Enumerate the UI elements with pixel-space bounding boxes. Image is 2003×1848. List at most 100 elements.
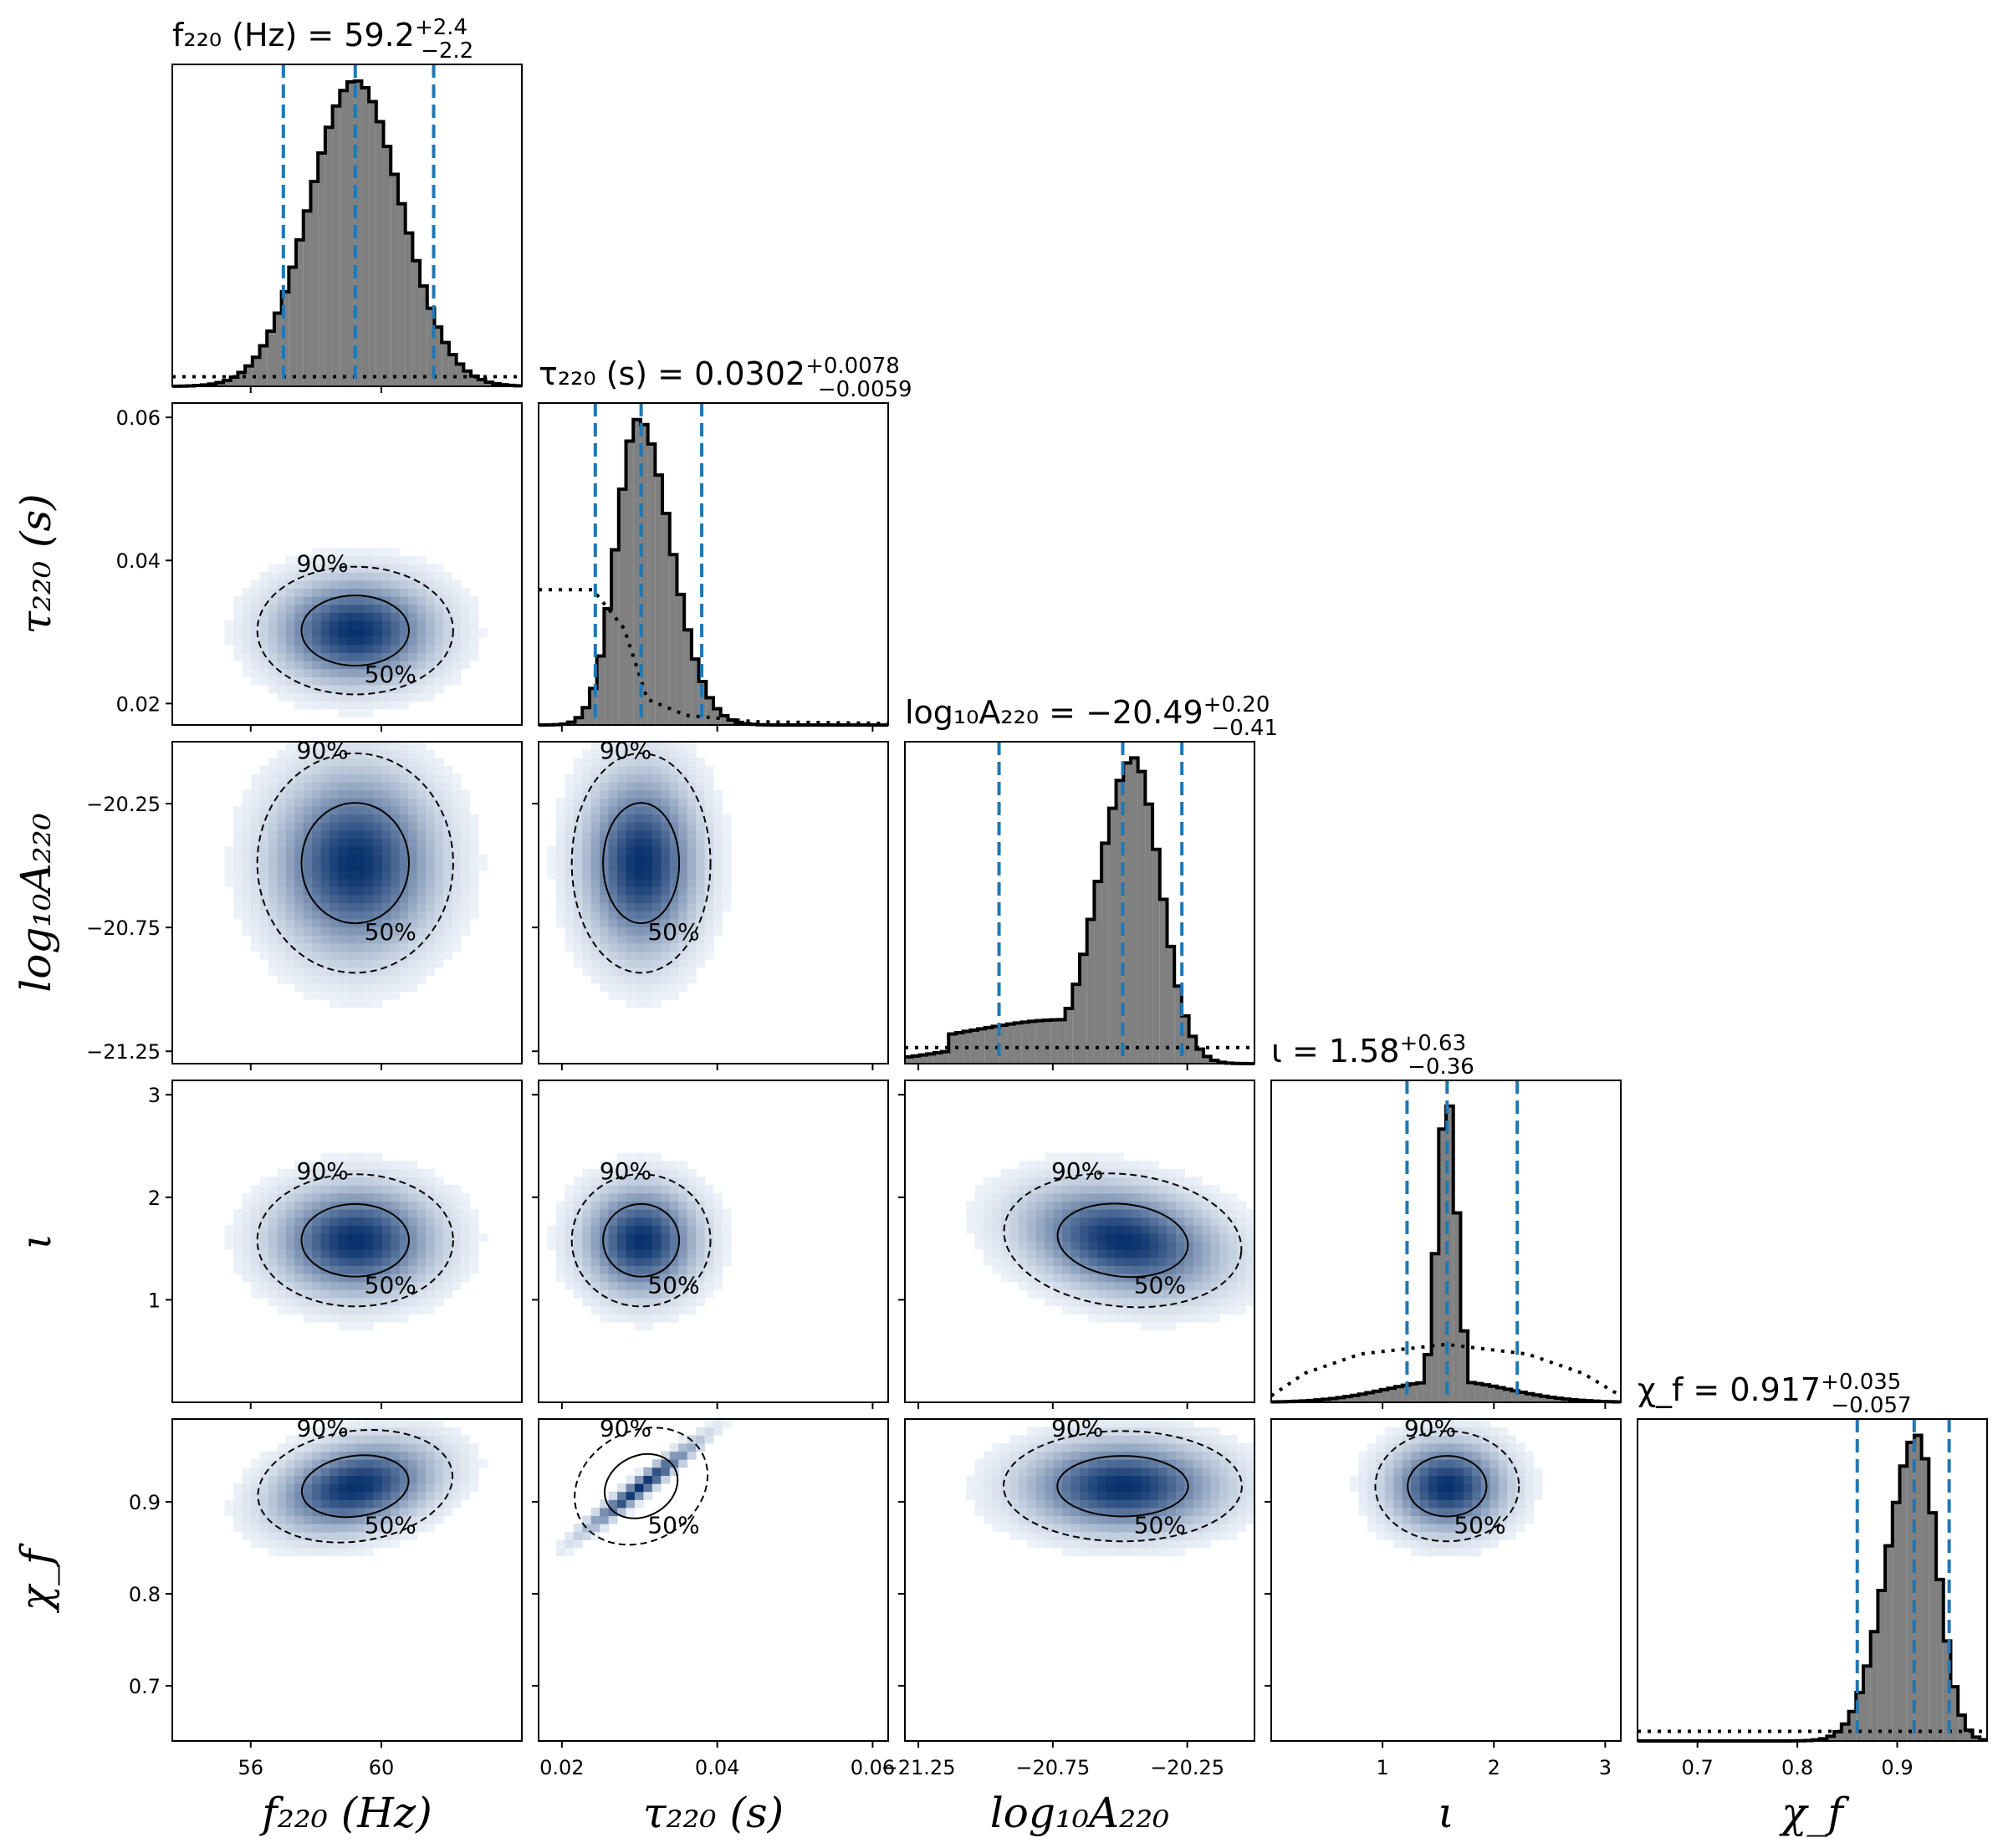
density-cell — [1367, 1442, 1377, 1452]
contour-label-50: 50% — [1134, 1511, 1186, 1539]
density-cell — [1106, 1539, 1116, 1549]
density-cell — [1376, 1467, 1386, 1476]
density-cell — [1106, 1233, 1116, 1243]
density-cell — [399, 773, 409, 783]
density-cell — [391, 1483, 401, 1493]
density-cell — [426, 951, 436, 960]
density-cell — [1132, 1168, 1142, 1178]
density-cell — [1114, 1168, 1124, 1178]
density-cell — [626, 1225, 636, 1234]
density-cell — [347, 789, 357, 799]
density-cell — [661, 991, 671, 1000]
hist-bar — [1409, 1384, 1418, 1402]
density-cell — [687, 975, 697, 984]
density-cell — [277, 765, 287, 775]
density-cell — [399, 1233, 409, 1243]
density-cell — [1480, 1442, 1490, 1452]
density-cell — [1149, 1177, 1159, 1186]
density-cell — [1080, 1483, 1090, 1493]
density-cell — [233, 1209, 243, 1218]
density-cell — [442, 652, 452, 661]
density-cell — [643, 927, 653, 936]
density-cell — [268, 1281, 278, 1290]
density-cell — [582, 870, 592, 880]
density-cell — [669, 1249, 679, 1258]
density-cell — [1515, 1507, 1525, 1517]
density-cell — [1184, 1467, 1194, 1476]
density-cell — [1184, 1419, 1194, 1428]
density-cell — [303, 1265, 313, 1274]
density-cell — [259, 1467, 269, 1476]
density-cell — [460, 1491, 470, 1500]
density-cell — [643, 822, 653, 831]
density-cell — [608, 1265, 618, 1274]
density-cell — [573, 935, 583, 944]
hist-bar — [340, 90, 347, 386]
density-cell — [391, 572, 401, 581]
density-cell — [1210, 1491, 1220, 1500]
density-cell — [1525, 1507, 1535, 1517]
density-cell — [634, 758, 644, 767]
density-cell — [696, 782, 706, 791]
density-cell — [565, 854, 575, 863]
density-cell — [600, 1177, 610, 1186]
density-cell — [704, 854, 714, 863]
density-cell — [651, 983, 662, 992]
density-cell — [347, 564, 357, 573]
density-cell — [364, 1459, 374, 1468]
density-cell — [1070, 1177, 1081, 1186]
density-cell — [452, 1233, 462, 1243]
density-cell — [391, 765, 401, 775]
density-cell — [373, 862, 383, 871]
density-cell — [661, 1241, 671, 1250]
density-cell — [294, 644, 304, 653]
density-cell — [452, 1483, 462, 1493]
density-cell — [617, 814, 627, 823]
density-cell — [590, 870, 600, 880]
density-cell — [259, 1185, 269, 1194]
density-cell — [1149, 1491, 1159, 1500]
density-cell — [460, 911, 470, 920]
density-cell — [1367, 1451, 1377, 1460]
density-cell — [1489, 1531, 1500, 1540]
density-cell — [373, 1217, 383, 1226]
density-cell — [1428, 1499, 1438, 1509]
density-cell — [1237, 1281, 1247, 1290]
density-cell — [1149, 1483, 1159, 1493]
density-cell — [320, 564, 330, 573]
density-cell — [355, 902, 365, 911]
density-cell — [259, 628, 269, 637]
hist-bar — [463, 370, 472, 386]
density-cell — [643, 975, 653, 984]
density-cell — [1376, 1435, 1386, 1444]
density-cell — [426, 911, 436, 920]
density-cell — [294, 773, 304, 783]
density-cell — [408, 894, 418, 904]
density-cell — [1219, 1491, 1229, 1500]
density-cell — [259, 1281, 269, 1290]
density-cell — [242, 1265, 252, 1274]
density-cell — [251, 1209, 261, 1218]
density-cell — [285, 935, 295, 944]
density-cell — [661, 983, 671, 992]
density-cell — [364, 935, 374, 944]
density-cell — [1106, 1548, 1116, 1557]
density-cell — [1132, 1467, 1142, 1476]
density-cell — [1114, 1548, 1124, 1557]
density-cell — [442, 612, 452, 621]
density-cell — [1027, 1524, 1037, 1533]
density-cell — [600, 1507, 610, 1517]
density-cell — [381, 579, 391, 589]
density-cell — [1184, 1225, 1194, 1234]
density-cell — [355, 1225, 365, 1234]
density-cell — [1202, 1459, 1212, 1468]
density-cell — [1376, 1524, 1386, 1533]
density-cell — [259, 1209, 269, 1218]
density-cell — [661, 975, 671, 984]
density-cell — [381, 644, 391, 653]
density-cell — [434, 822, 444, 831]
density-cell — [1446, 1491, 1456, 1500]
density-cell — [285, 596, 295, 605]
density-cell — [330, 612, 340, 621]
density-cell — [259, 822, 269, 831]
